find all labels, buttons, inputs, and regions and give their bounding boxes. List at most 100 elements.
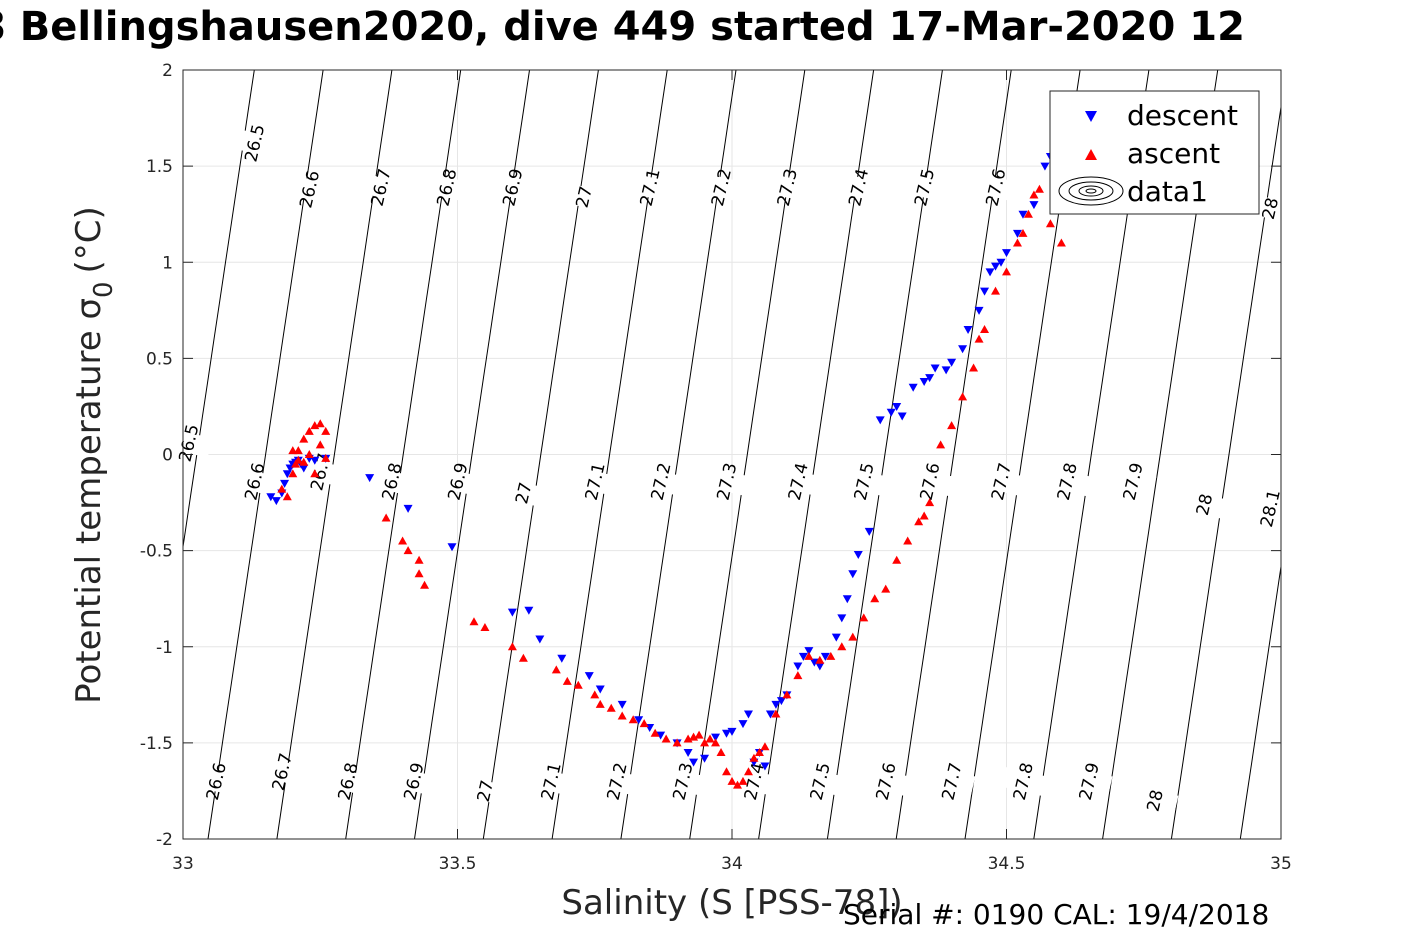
y-tick-label: 0 bbox=[162, 446, 173, 466]
descent-point bbox=[925, 374, 935, 383]
descent-point bbox=[535, 635, 545, 644]
descent-point bbox=[842, 595, 852, 604]
ascent-point bbox=[743, 767, 753, 776]
contour-label-bg bbox=[999, 766, 1047, 797]
ascent-point bbox=[414, 569, 424, 578]
legend-ascent-label: ascent bbox=[1127, 137, 1220, 170]
descent-point bbox=[683, 748, 693, 757]
chart-title: 8 Bellingshausen2020, dive 449 started 1… bbox=[0, 4, 1245, 50]
ascent-point bbox=[749, 753, 759, 762]
contour-label: 27 bbox=[573, 184, 597, 210]
ascent-point bbox=[398, 536, 408, 545]
ascent-point bbox=[1034, 184, 1044, 193]
descent-point bbox=[804, 647, 814, 656]
descent-point bbox=[886, 408, 896, 417]
ascent-point bbox=[277, 484, 287, 493]
ascent-point bbox=[716, 747, 726, 756]
ascent-point bbox=[848, 632, 858, 641]
ascent-point bbox=[969, 363, 979, 372]
descent-point bbox=[403, 504, 413, 513]
descent-point bbox=[738, 720, 748, 729]
ascent-point bbox=[738, 776, 748, 785]
isopycnal-line bbox=[620, 70, 737, 839]
contour-label-bg bbox=[356, 172, 405, 202]
contour-label-bg bbox=[389, 766, 438, 797]
ascent-point bbox=[958, 392, 968, 401]
ascent-point bbox=[282, 492, 292, 501]
isopycnal-line bbox=[895, 70, 1012, 839]
isopycnal-line bbox=[551, 70, 668, 839]
descent-point bbox=[299, 464, 309, 473]
contour-label-bg bbox=[192, 766, 240, 797]
x-tick-label: 33 bbox=[172, 854, 194, 874]
descent-point bbox=[985, 268, 995, 277]
ascent-point bbox=[650, 728, 660, 737]
ascent-point bbox=[859, 613, 869, 622]
descent-point bbox=[996, 258, 1006, 267]
ascent-point bbox=[403, 546, 413, 555]
x-tick-label: 34.5 bbox=[988, 854, 1026, 874]
ascent-point bbox=[420, 580, 430, 589]
descent-point bbox=[280, 479, 290, 488]
isopycnal-line bbox=[689, 70, 806, 839]
descent-point bbox=[809, 658, 819, 667]
ascent-point bbox=[892, 555, 902, 564]
descent-point bbox=[743, 710, 753, 719]
descent-point bbox=[447, 543, 457, 552]
legend: descent ascent data1 bbox=[1049, 90, 1260, 215]
ascent-point bbox=[727, 776, 737, 785]
descent-point bbox=[266, 493, 276, 502]
descent-point bbox=[864, 527, 874, 536]
contour-label-bg bbox=[636, 466, 685, 497]
descent-point bbox=[310, 456, 320, 465]
legend-box bbox=[1049, 90, 1260, 215]
contour-label-bg bbox=[900, 172, 948, 202]
descent-point bbox=[815, 662, 825, 671]
ascent-point bbox=[974, 334, 984, 343]
descent-point bbox=[919, 377, 929, 386]
ascent-point bbox=[1018, 228, 1028, 237]
descent-point bbox=[848, 570, 858, 579]
descent-point bbox=[656, 731, 666, 740]
descent-point bbox=[617, 700, 627, 709]
legend-data1-contour-icon bbox=[1058, 176, 1124, 206]
contour-label-bg bbox=[774, 466, 822, 497]
ascent-point bbox=[304, 450, 314, 458]
contour-label-bg bbox=[658, 766, 707, 797]
contour-label: 27 bbox=[474, 778, 498, 804]
descent-point bbox=[700, 754, 710, 763]
contour-label-bg bbox=[422, 172, 471, 202]
ascent-point bbox=[414, 555, 424, 564]
contour-label-bg bbox=[763, 172, 811, 202]
x-tick-label: 34 bbox=[721, 854, 743, 874]
contour-label-bg bbox=[730, 766, 778, 797]
ascent-point bbox=[700, 738, 710, 747]
ascent-point bbox=[722, 767, 732, 776]
axis-ticks: 33 33.5 34 34.5 35 -2 -1.5 -1 -0.5 0 0.5 1 1.5 2 bbox=[140, 61, 1292, 874]
isopycnal-line bbox=[276, 70, 393, 839]
descent-point bbox=[892, 402, 902, 411]
y-tick-label: -1.5 bbox=[140, 734, 173, 754]
descent-point bbox=[980, 287, 990, 296]
ascent-point bbox=[321, 426, 331, 435]
descent-point bbox=[941, 366, 951, 375]
ascent-point bbox=[304, 426, 314, 435]
descent-point bbox=[930, 364, 940, 373]
ascent-point bbox=[639, 719, 649, 728]
contour-label-bg bbox=[905, 466, 954, 497]
ascent-point bbox=[310, 469, 320, 478]
contour-label-bg bbox=[527, 766, 575, 797]
y-tick-label: -1 bbox=[156, 638, 173, 658]
contour-label-bg bbox=[230, 128, 279, 158]
ascent-point bbox=[925, 498, 935, 507]
ascent-point bbox=[815, 655, 825, 664]
contour-label-bg bbox=[296, 457, 344, 487]
ascent-point bbox=[590, 690, 600, 699]
y-tick-label: -2 bbox=[156, 830, 173, 850]
descent-point bbox=[727, 727, 737, 736]
y-tick-label: -0.5 bbox=[140, 542, 173, 562]
contour-label-bg bbox=[834, 172, 882, 202]
ascent-point bbox=[870, 594, 880, 603]
y-axis-label-unit: (°C) bbox=[69, 206, 109, 273]
ascent-point bbox=[1012, 238, 1022, 247]
